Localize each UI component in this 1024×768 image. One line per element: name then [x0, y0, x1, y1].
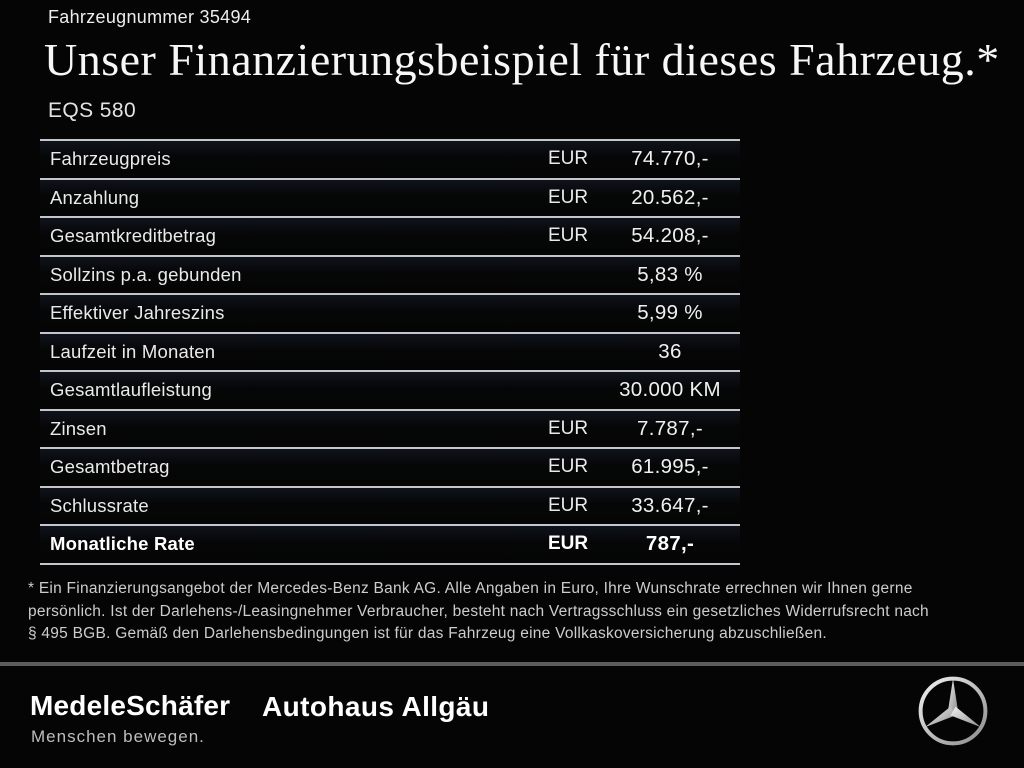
model-name: EQS 580 — [48, 99, 137, 122]
row-label: Laufzeit in Monaten — [50, 340, 216, 362]
row-label: Anzahlung — [50, 186, 140, 208]
footnote-line: * Ein Finanzierungsangebot der Mercedes-… — [28, 580, 913, 597]
dealer-tagline: Menschen bewegen. — [31, 727, 205, 746]
row-currency-label: EUR — [548, 456, 589, 478]
row-value: 5,83 % — [637, 262, 703, 286]
row-value: 36 — [658, 339, 682, 363]
footnote-line: § 495 BGB. Gemäß den Darlehensbedingunge… — [28, 625, 827, 642]
row-value: 74.770,- — [631, 147, 709, 171]
row-currency-label: EUR — [548, 225, 589, 247]
row-label: Sollzins p.a. gebunden — [50, 263, 242, 285]
row-label: Gesamtbetrag — [50, 456, 170, 478]
table-row: Anzahlung EUR 20.562,- — [40, 177, 740, 216]
row-label: Effektiver Jahreszins — [50, 302, 225, 324]
row-value: 33.647,- — [631, 493, 709, 517]
table-row: Sollzins p.a. gebunden 5,83 % — [40, 254, 740, 293]
table-row: Monatliche Rate EUR 787,- — [40, 524, 740, 563]
table-row: Gesamtlaufleistung 30.000 KM — [40, 370, 740, 409]
row-label: Monatliche Rate — [50, 533, 195, 555]
row-currency-label: EUR — [548, 533, 589, 555]
row-label: Gesamtlaufleistung — [50, 379, 212, 401]
footer-divider — [0, 662, 1024, 666]
table-row: Fahrzeugpreis EUR 74.770,- — [40, 139, 740, 178]
table-row: Gesamtbetrag EUR 61.995,- — [40, 447, 740, 486]
row-currency-label: EUR — [548, 186, 589, 208]
row-label: Fahrzeugpreis — [50, 148, 171, 170]
dealer-logo-autohaus-allgaeu: Autohaus Allgäu — [262, 691, 490, 722]
row-currency-label: EUR — [548, 148, 589, 170]
row-value: 787,- — [645, 532, 695, 556]
table-row: Effektiver Jahreszins 5,99 % — [40, 293, 740, 332]
footnote: * Ein Finanzierungsangebot der Mercedes-… — [28, 578, 988, 646]
row-value: 7.787,- — [637, 416, 703, 440]
row-value: 30.000 KM — [619, 378, 721, 402]
row-label: Schlussrate — [50, 494, 149, 516]
dealer-logo-medele-schaefer: MedeleSchäfer — [30, 690, 231, 721]
table-row: Schlussrate EUR 33.647,- — [40, 485, 740, 524]
row-value: 5,99 % — [637, 301, 703, 325]
mercedes-star-icon — [918, 676, 988, 746]
row-currency-label: EUR — [548, 494, 589, 516]
row-label: Zinsen — [50, 417, 107, 439]
row-value: 20.562,- — [631, 185, 709, 209]
financing-table: Fahrzeugpreis EUR 74.770,- Anzahlung EUR 20.5… — [40, 139, 740, 565]
page-title: Unser Finanzierungsbeispiel für dieses F… — [44, 34, 1000, 85]
row-value: 54.208,- — [631, 224, 709, 248]
row-value: 61.995,- — [631, 455, 709, 479]
footnote-line: persönlich. Ist der Darlehens-/Leasingne… — [28, 602, 929, 620]
table-row: Zinsen EUR 7.787,- — [40, 408, 740, 447]
row-label: Gesamtkreditbetrag — [50, 225, 217, 247]
row-currency-label: EUR — [548, 417, 589, 439]
table-row: Laufzeit in Monaten 36 — [40, 331, 740, 370]
table-row: Gesamtkreditbetrag EUR 54.208,- — [40, 216, 740, 255]
vehicle-number: Fahrzeugnummer 35494 — [48, 7, 252, 27]
